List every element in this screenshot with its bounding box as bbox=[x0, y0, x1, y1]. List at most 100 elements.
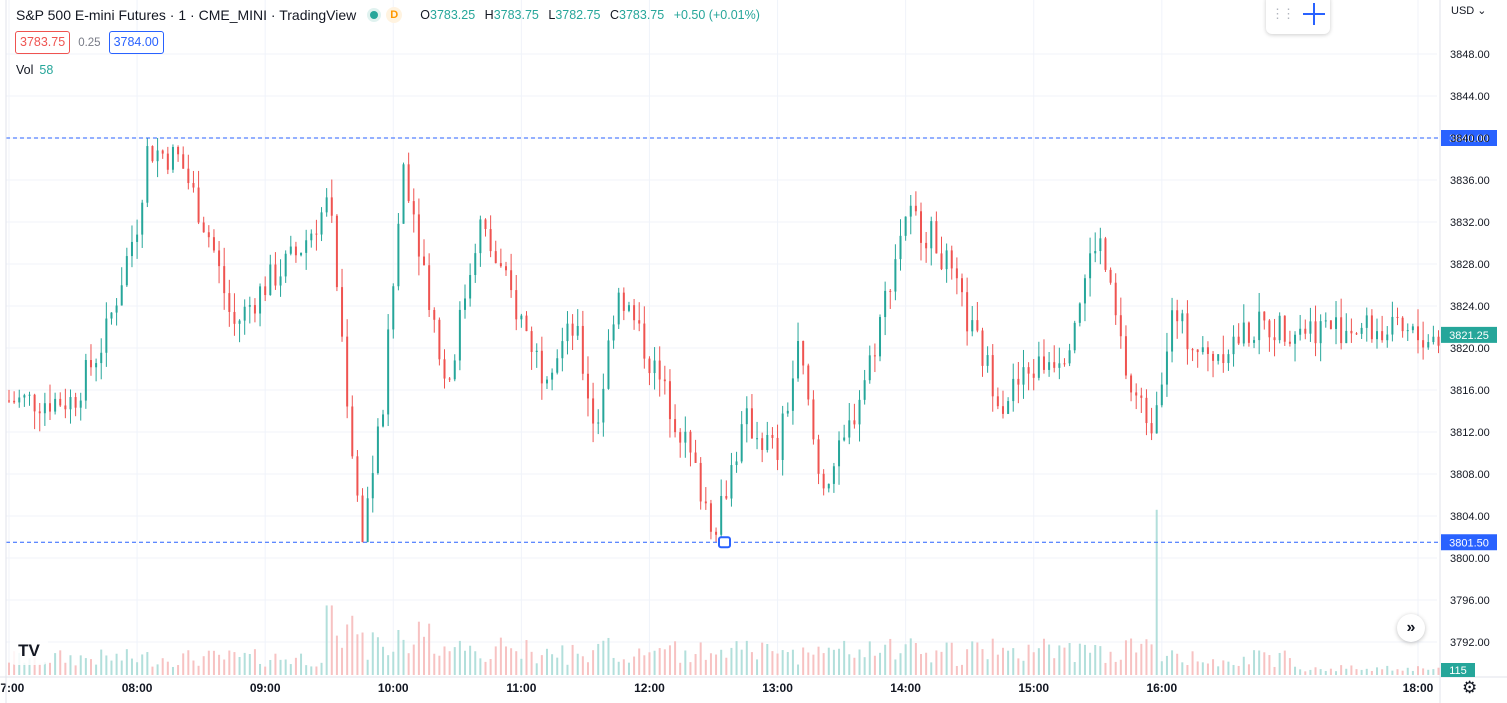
close-label: C bbox=[610, 8, 620, 22]
candle-body bbox=[1109, 269, 1112, 283]
low-label: L bbox=[548, 8, 556, 22]
candle-body bbox=[561, 341, 564, 359]
tradingview-logo-icon[interactable]: TV bbox=[10, 637, 48, 665]
currency-selector[interactable]: USD ⌄ bbox=[1451, 5, 1487, 17]
candle-body bbox=[730, 465, 733, 499]
volume-bar bbox=[1227, 661, 1230, 675]
line-drag-handle[interactable] bbox=[718, 536, 731, 549]
candle-body bbox=[986, 355, 989, 366]
last-volume-label-bg bbox=[1441, 663, 1475, 677]
volume-bar bbox=[499, 637, 502, 675]
price-tick-label: 3792.00 bbox=[1450, 637, 1490, 649]
candle-body bbox=[464, 298, 467, 310]
candle-body bbox=[428, 265, 431, 310]
volume-bar bbox=[545, 648, 548, 675]
volume-bar bbox=[981, 649, 984, 675]
volume-bar bbox=[694, 654, 697, 675]
candle-body bbox=[335, 215, 338, 288]
delayed-badge[interactable]: D bbox=[386, 7, 403, 23]
volume-bar bbox=[950, 642, 953, 675]
candle-body bbox=[1278, 315, 1281, 341]
candle-body bbox=[1089, 253, 1092, 279]
volume-bar bbox=[940, 651, 943, 675]
volume-legend[interactable]: Vol 58 bbox=[16, 63, 53, 77]
candle-body bbox=[18, 397, 21, 403]
symbol-legend[interactable]: S&P 500 E-mini Futures · 1 · CME_MINI · … bbox=[16, 6, 766, 24]
candle-body bbox=[202, 222, 205, 233]
volume-bar bbox=[1068, 642, 1071, 675]
candle-body bbox=[269, 264, 272, 296]
volume-bar bbox=[684, 650, 687, 675]
candle-body bbox=[940, 253, 943, 270]
volume-bar bbox=[868, 641, 871, 675]
candle-body bbox=[1283, 315, 1286, 342]
candle-body bbox=[551, 372, 554, 380]
candle-body bbox=[581, 325, 584, 374]
market-status[interactable]: D bbox=[370, 7, 403, 23]
volume-bar bbox=[1273, 666, 1276, 675]
price-tick-label: 3804.00 bbox=[1450, 511, 1490, 523]
candle-body bbox=[1135, 392, 1138, 396]
volume-bar bbox=[1099, 646, 1102, 675]
volume-bar bbox=[1135, 652, 1138, 675]
candle-body bbox=[110, 312, 113, 319]
candle-body bbox=[182, 154, 185, 169]
candle-body bbox=[95, 363, 98, 368]
candle-body bbox=[1376, 331, 1379, 340]
symbol-title[interactable]: S&P 500 E-mini Futures · 1 · CME_MINI · … bbox=[16, 7, 357, 23]
volume-bar bbox=[346, 624, 349, 675]
market-open-icon bbox=[370, 11, 379, 19]
candle-body bbox=[955, 268, 958, 279]
volume-bar bbox=[1022, 660, 1025, 675]
volume-bar bbox=[453, 647, 456, 675]
volume-bar bbox=[274, 653, 277, 675]
candle-body bbox=[515, 290, 518, 320]
candle-body bbox=[520, 315, 523, 320]
time-tick-label: 10:00 bbox=[378, 681, 409, 695]
volume-bar bbox=[674, 641, 677, 675]
volume-bar bbox=[622, 659, 625, 675]
volume-bar bbox=[376, 637, 379, 675]
candle-body bbox=[1083, 278, 1086, 304]
gear-icon[interactable]: ⚙ bbox=[1462, 678, 1478, 697]
volume-bar bbox=[1063, 647, 1066, 675]
volume-bar bbox=[766, 644, 769, 675]
volume-bar bbox=[914, 643, 917, 675]
candle-body bbox=[848, 420, 851, 438]
bid-price[interactable]: 3783.75 bbox=[15, 31, 71, 54]
volume-bar bbox=[730, 647, 733, 675]
time-tick-label: 08:00 bbox=[122, 681, 153, 695]
volume-bar bbox=[1294, 666, 1297, 675]
ask-price[interactable]: 3784.00 bbox=[108, 31, 164, 54]
drag-handle-icon[interactable]: ⋮⋮ bbox=[1271, 6, 1295, 21]
candle-body bbox=[1273, 337, 1276, 341]
candle-body bbox=[1114, 282, 1117, 316]
candle-body bbox=[648, 358, 651, 374]
candle-body bbox=[484, 219, 487, 230]
candle-body bbox=[1099, 238, 1102, 252]
candle-body bbox=[602, 388, 605, 423]
candle-body bbox=[853, 420, 856, 425]
volume-bar bbox=[1140, 643, 1143, 675]
candle-body bbox=[1355, 333, 1358, 335]
candle-body bbox=[586, 373, 589, 399]
candle-body bbox=[1396, 316, 1399, 318]
candle-body bbox=[904, 216, 907, 236]
candle-body bbox=[146, 146, 149, 203]
volume-bar bbox=[930, 662, 933, 675]
candle-body bbox=[433, 309, 436, 320]
volume-bar bbox=[1053, 658, 1056, 675]
candle-body bbox=[1017, 378, 1020, 385]
floating-toolbar[interactable]: ⋮⋮ bbox=[1266, 0, 1330, 34]
scroll-to-realtime-button[interactable]: » bbox=[1397, 614, 1425, 642]
candle-body bbox=[279, 276, 282, 286]
volume-bar bbox=[1109, 651, 1112, 675]
volume-bar bbox=[827, 647, 830, 675]
crosshair-icon[interactable] bbox=[1303, 3, 1325, 25]
volume-bar bbox=[1304, 671, 1307, 675]
candle-body bbox=[402, 164, 405, 224]
candle-body bbox=[838, 440, 841, 467]
volume-bar bbox=[776, 653, 779, 675]
candle-body bbox=[238, 320, 241, 324]
